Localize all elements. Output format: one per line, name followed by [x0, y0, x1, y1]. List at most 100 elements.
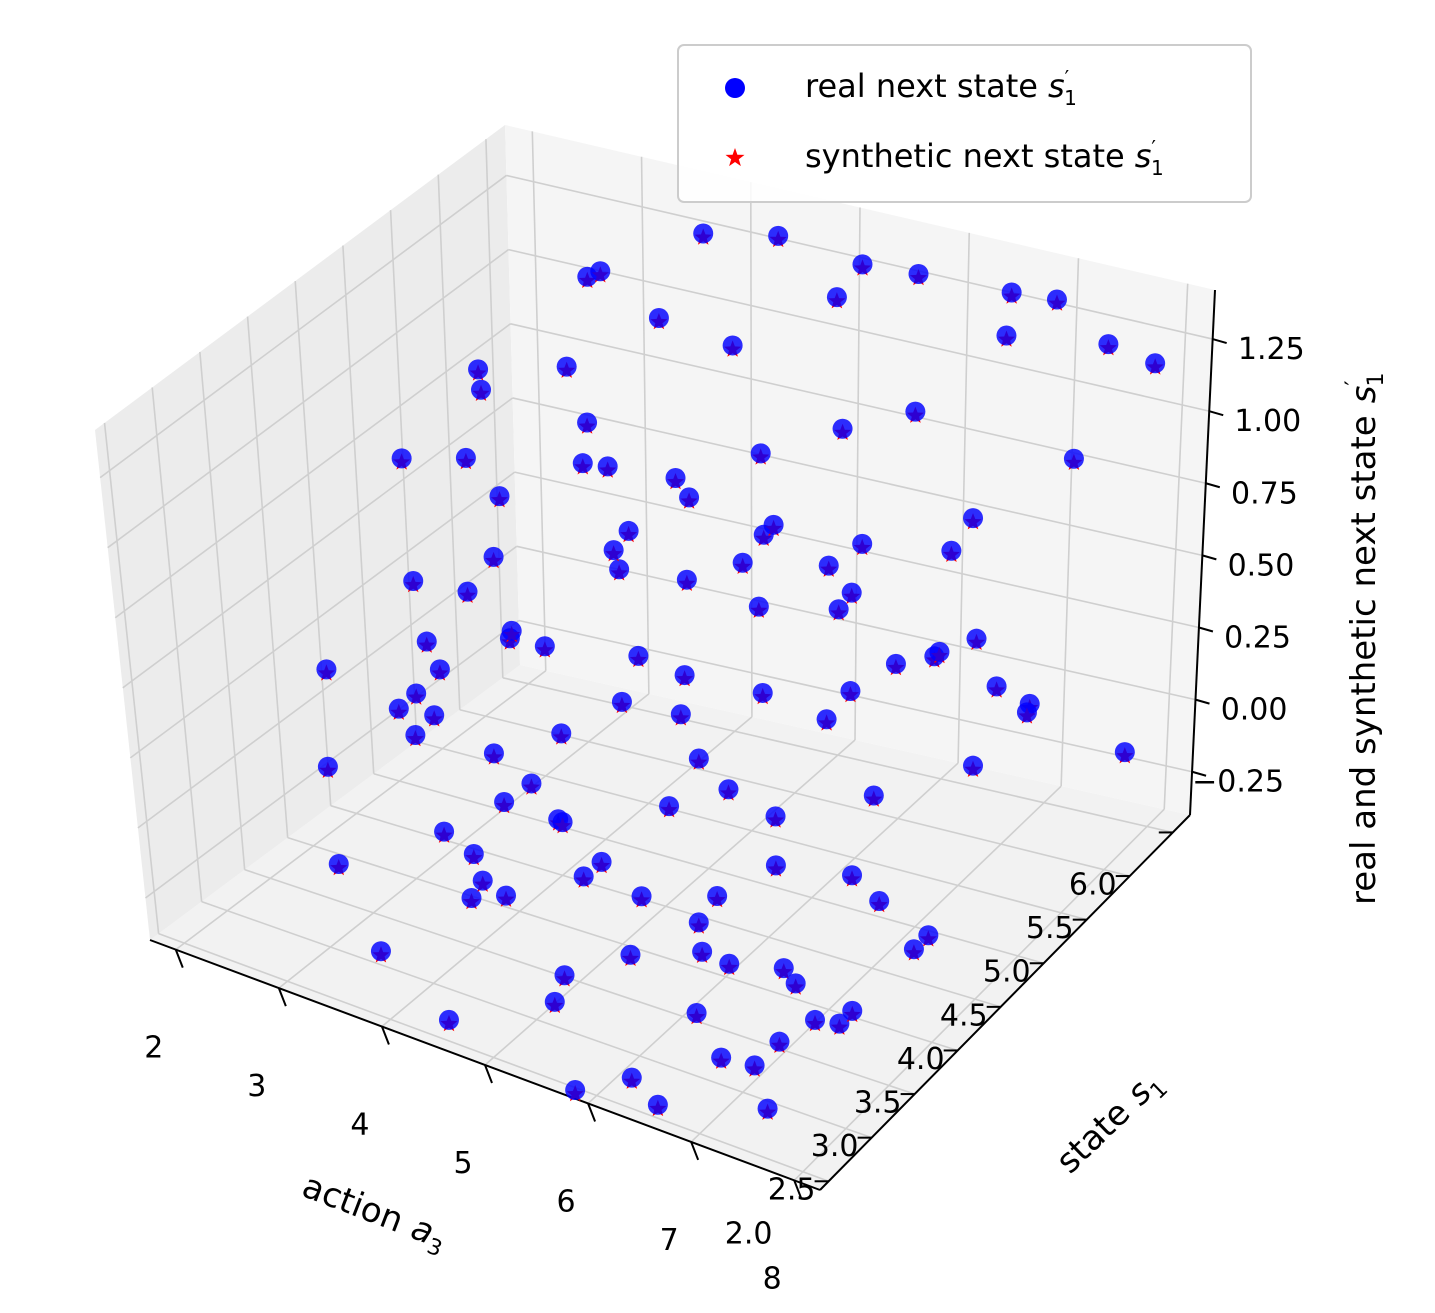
y-axis-line [819, 814, 1191, 1191]
axis-panes [95, 125, 1215, 1190]
tick-labels: 2 3 4 5 6 7 8 2.0 2.5 3.0 3.5 4.0 4.5 5.0 5.5 6.0 −0.25 0… [144, 332, 1304, 1296]
real-point [391, 448, 412, 469]
grid-z-left [99, 174, 507, 479]
real-point [434, 821, 455, 842]
real-point [752, 682, 773, 703]
grid-x-floor [175, 670, 547, 951]
legend: real next state s′ 1 synthetic next state s… [677, 44, 1252, 203]
real-point [461, 887, 482, 908]
real-point [711, 1047, 732, 1068]
z-tick [1202, 554, 1217, 561]
grid-y-floor [416, 740, 1087, 921]
real-point [572, 453, 593, 474]
real-point [670, 704, 691, 725]
real-point [963, 755, 984, 776]
real-point [908, 263, 929, 284]
back-pane [505, 125, 1215, 815]
real-point [611, 691, 632, 712]
real-point [688, 912, 709, 933]
real-point [489, 486, 510, 507]
real-point [750, 443, 771, 464]
data-points [316, 223, 1166, 1120]
z-tick [1198, 626, 1214, 633]
grid-y-floor [244, 868, 915, 1095]
grid-y-left [199, 351, 246, 870]
real-point [757, 1098, 778, 1119]
y-axis-label: states1 [1048, 1062, 1173, 1185]
grid-x-back [640, 156, 650, 694]
real-point [603, 540, 624, 561]
grid-z-back [510, 323, 1206, 485]
real-point [472, 870, 493, 891]
real-point [438, 1009, 459, 1030]
grid-x-floor [381, 716, 753, 1028]
grid-y-left [246, 316, 289, 838]
real-point [597, 456, 618, 477]
real-point [388, 698, 409, 719]
z-axis-label: real and synthetic next states′1 [1342, 373, 1389, 905]
x-tick [174, 949, 184, 968]
real-point [918, 925, 939, 946]
real-point [1016, 702, 1037, 723]
real-point [765, 855, 786, 876]
real-point [609, 559, 630, 580]
real-point [521, 773, 542, 794]
z-tick [1212, 338, 1227, 344]
grid-x-back [957, 232, 971, 764]
z-axis-line [1189, 289, 1216, 816]
real-point [659, 796, 680, 817]
real-point [852, 533, 873, 554]
real-point [534, 636, 555, 657]
x-axis-label: actiona3 [295, 1166, 453, 1262]
legend-marker-synthetic [725, 148, 745, 167]
real-point [429, 659, 450, 680]
grid-y-floor [201, 900, 872, 1139]
real-point [829, 1013, 850, 1034]
real-point [328, 853, 349, 874]
legend-box [677, 44, 1252, 203]
real-point [986, 676, 1007, 697]
real-point [647, 1094, 668, 1115]
real-point [929, 641, 950, 662]
z-tick-label: 1.00 [1234, 404, 1301, 439]
real-point [665, 467, 686, 488]
grid-y-left [151, 387, 203, 902]
real-point [692, 941, 713, 962]
z-tick-label: 0.25 [1224, 621, 1291, 656]
legend-label-real: real next state s′ 1 [805, 66, 1077, 110]
real-point [648, 307, 669, 328]
real-point [556, 356, 577, 377]
real-point [826, 287, 847, 308]
real-point [628, 645, 649, 666]
real-point [573, 866, 594, 887]
x-tick [690, 1141, 700, 1161]
real-point [732, 552, 753, 573]
real-point [463, 843, 484, 864]
real-point [966, 628, 987, 649]
real-point [707, 886, 728, 907]
real-point [554, 965, 575, 986]
z-tick-label: 0.50 [1228, 548, 1295, 583]
grid-z-left [122, 397, 514, 689]
x-tick-label: 5 [453, 1146, 472, 1181]
grid-x-floor [278, 693, 650, 989]
z-tick-label: 1.25 [1238, 332, 1305, 367]
grid-y-left [437, 174, 461, 710]
grid-z-left [129, 471, 516, 759]
real-point [483, 546, 504, 567]
real-point [676, 569, 697, 590]
grid-z-left [107, 248, 509, 549]
z-tick [1191, 770, 1207, 777]
real-point [842, 865, 863, 886]
real-point [618, 520, 639, 541]
real-point [674, 665, 695, 686]
real-point [1001, 282, 1022, 303]
real-point [551, 723, 572, 744]
grid-z-back [508, 248, 1210, 412]
real-point [905, 401, 926, 422]
z-tick [1195, 698, 1210, 705]
real-point [769, 1031, 790, 1052]
y-tick-label: 2.5 [768, 1173, 816, 1208]
